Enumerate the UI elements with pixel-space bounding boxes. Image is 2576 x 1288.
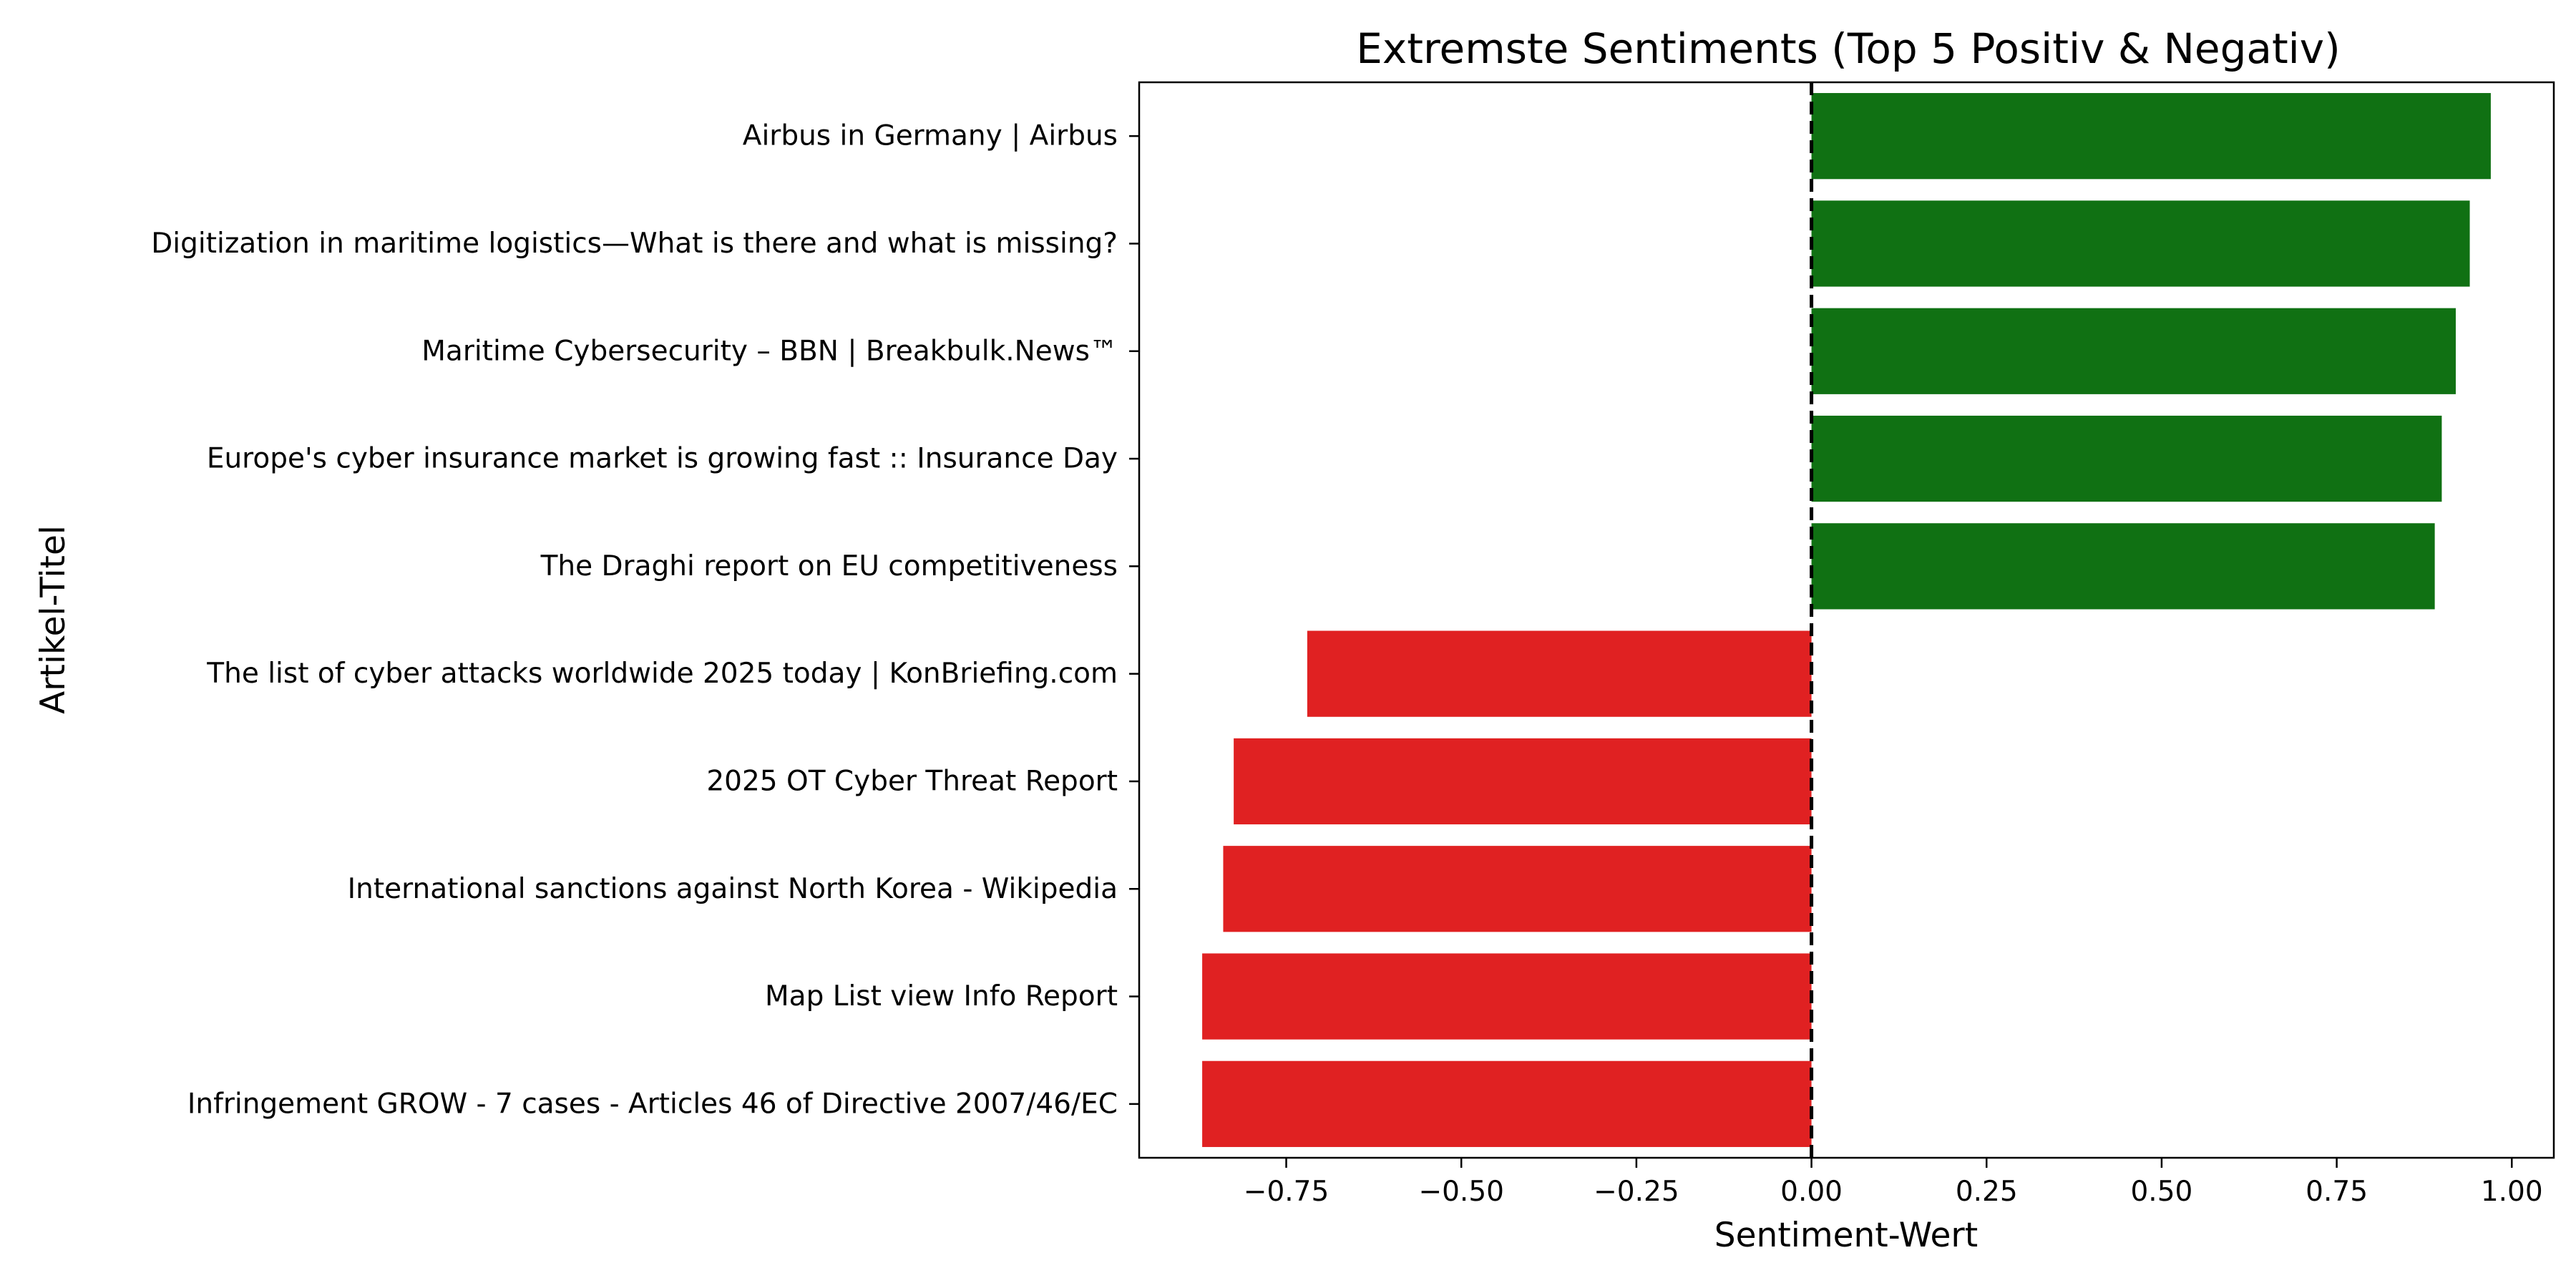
x-axis-ticks: −0.75 −0.50 −0.25 0.00 0.25 0.50 0.75 1.00 <box>1244 1158 2543 1208</box>
bar-6 <box>1307 630 1812 717</box>
bars-layer <box>1202 93 2491 1147</box>
x-tick-label: 0.50 <box>2130 1176 2192 1208</box>
y-tick-label: International sanctions against North Ko… <box>348 873 1118 905</box>
x-tick-label: 0.00 <box>1780 1176 1843 1208</box>
y-tick-label: Maritime Cybersecurity – BBN | Breakbulk… <box>421 335 1118 367</box>
bar-8 <box>1223 846 1812 932</box>
bar-1 <box>1811 93 2491 180</box>
x-tick-label: −0.50 <box>1418 1176 1504 1208</box>
plot-frame <box>1138 81 2555 1159</box>
x-tick-label: 0.75 <box>2306 1176 2368 1208</box>
y-tick-label: Digitization in maritime logistics—What … <box>151 228 1118 260</box>
bar-2 <box>1811 200 2470 287</box>
bar-3 <box>1811 308 2456 394</box>
y-tick-label: Europe's cyber insurance market is growi… <box>207 443 1118 475</box>
chart-title: Extremste Sentiments (Top 5 Positiv & Ne… <box>1356 24 2341 73</box>
x-axis-label: Sentiment-Wert <box>1714 1216 1978 1255</box>
bar-4 <box>1811 415 2442 502</box>
bar-9 <box>1202 953 1812 1040</box>
y-tick-label: Infringement GROW - 7 cases - Articles 4… <box>187 1088 1118 1120</box>
y-tick-label: 2025 OT Cyber Threat Report <box>706 765 1118 797</box>
x-tick-label: 0.25 <box>1956 1176 2018 1208</box>
x-tick-label: −0.25 <box>1594 1176 1679 1208</box>
y-tick-label: Map List view Info Report <box>765 980 1118 1013</box>
bar-10 <box>1202 1060 1812 1147</box>
y-axis-ticks: Airbus in Germany | Airbus Digitization i… <box>151 120 1139 1120</box>
bar-7 <box>1234 738 1812 825</box>
y-tick-label: The Draghi report on EU competitiveness <box>540 550 1118 582</box>
bar-5 <box>1811 523 2435 610</box>
y-tick-label: The list of cyber attacks worldwide 2025… <box>206 658 1118 690</box>
x-tick-label: −0.75 <box>1244 1176 1330 1208</box>
y-tick-label: Airbus in Germany | Airbus <box>743 120 1118 152</box>
y-axis-label: Artikel-Titel <box>34 525 73 714</box>
x-tick-label: 1.00 <box>2481 1176 2543 1208</box>
